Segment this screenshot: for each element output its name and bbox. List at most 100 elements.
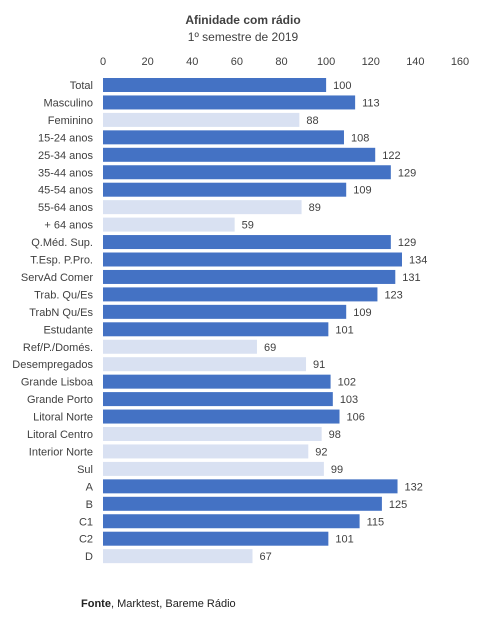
x-tick-label: 100 <box>317 56 335 68</box>
bar <box>103 514 360 529</box>
category-label: Litoral Centro <box>27 429 93 441</box>
bar <box>103 339 257 354</box>
bar <box>103 287 378 302</box>
data-label: 88 <box>306 115 318 127</box>
category-label: 55-64 anos <box>38 202 94 214</box>
category-label: Grande Lisboa <box>21 377 94 389</box>
bar <box>103 200 302 215</box>
data-label: 129 <box>398 167 416 179</box>
data-label: 132 <box>405 481 423 493</box>
bar <box>103 112 300 127</box>
data-label: 123 <box>384 289 402 301</box>
x-tick-label: 160 <box>451 56 469 68</box>
bar <box>103 392 333 407</box>
x-axis-ticks: 0 20 40 60 80 100 120 140 160 <box>100 56 469 68</box>
data-label: 108 <box>351 132 369 144</box>
bar <box>103 444 309 459</box>
bar <box>103 304 347 319</box>
chart-title: Afinidade com rádio <box>185 13 300 27</box>
category-label: Grande Porto <box>27 394 93 406</box>
data-label: 122 <box>382 150 400 162</box>
bar <box>103 235 391 250</box>
category-label: ServAd Comer <box>21 272 93 284</box>
category-label: + 64 anos <box>44 220 93 232</box>
x-tick-label: 0 <box>100 56 106 68</box>
bar <box>103 252 402 267</box>
category-label: Feminino <box>48 115 93 127</box>
x-tick-label: 120 <box>362 56 380 68</box>
data-label: 115 <box>367 516 385 528</box>
bar <box>103 165 391 180</box>
data-label: 129 <box>398 237 416 249</box>
category-label: Q.Méd. Sup. <box>31 237 93 249</box>
category-label: Ref/P./Domés. <box>23 342 93 354</box>
data-label: 69 <box>264 342 276 354</box>
data-label: 109 <box>353 307 371 319</box>
bar <box>103 217 235 232</box>
bar <box>103 427 322 441</box>
bar <box>103 479 398 494</box>
data-label: 99 <box>331 464 343 476</box>
category-label: Interior Norte <box>29 446 93 458</box>
category-label: Desempregados <box>12 359 93 371</box>
category-label: 25-34 anos <box>38 150 94 162</box>
bar <box>103 409 340 424</box>
data-label: 59 <box>242 220 254 232</box>
source-label: Fonte <box>81 598 111 610</box>
data-label: 101 <box>335 324 353 336</box>
bar <box>103 130 344 145</box>
bar <box>103 549 253 564</box>
category-label: B <box>86 499 93 511</box>
category-label: T.Esp. P.Pro. <box>30 255 93 267</box>
data-label: 98 <box>329 429 341 441</box>
data-label: 92 <box>315 446 327 458</box>
bars: Total 100 Masculino 113 Feminino 88 15-24 anos… <box>12 78 427 564</box>
bar <box>103 182 347 197</box>
category-label: Sul <box>77 464 93 476</box>
data-label: 109 <box>353 185 371 197</box>
data-label: 91 <box>313 359 325 371</box>
x-tick-label: 60 <box>231 56 243 68</box>
category-label: A <box>86 481 94 493</box>
data-label: 106 <box>347 412 365 424</box>
bar <box>103 496 382 511</box>
data-label: 89 <box>309 202 321 214</box>
data-label: 125 <box>389 499 407 511</box>
bar <box>103 374 331 389</box>
category-label: Estudante <box>43 324 93 336</box>
category-label: 35-44 anos <box>38 167 94 179</box>
bar <box>103 461 324 476</box>
x-tick-label: 80 <box>275 56 287 68</box>
category-label: Trab. Qu/Es <box>34 289 93 301</box>
bar <box>103 147 376 162</box>
data-label: 134 <box>409 255 427 267</box>
category-label: Masculino <box>43 97 93 109</box>
bar <box>103 531 329 546</box>
bar <box>103 95 356 110</box>
bar <box>103 269 396 284</box>
category-label: 15-24 anos <box>38 132 94 144</box>
data-label: 113 <box>362 97 380 109</box>
data-label: 102 <box>338 377 356 389</box>
x-tick-label: 140 <box>406 56 424 68</box>
category-label: Litoral Norte <box>33 412 93 424</box>
x-tick-label: 20 <box>142 56 154 68</box>
bar <box>103 78 327 92</box>
x-tick-label: 40 <box>186 56 198 68</box>
source-note: Fonte, Marktest, Bareme Rádio <box>81 598 236 610</box>
data-label: 103 <box>340 394 358 406</box>
data-label: 101 <box>335 534 353 546</box>
category-label: TrabN Qu/Es <box>29 307 93 319</box>
category-label: C1 <box>79 516 93 528</box>
bar <box>103 357 307 372</box>
bar <box>103 322 329 337</box>
data-label: 131 <box>402 272 420 284</box>
category-label: 45-54 anos <box>38 185 94 197</box>
category-label: C2 <box>79 534 93 546</box>
category-label: Total <box>70 80 93 92</box>
chart-subtitle: 1º semestre de 2019 <box>188 30 299 44</box>
category-label: D <box>85 551 93 563</box>
data-label: 67 <box>259 551 271 563</box>
data-label: 100 <box>333 80 351 92</box>
